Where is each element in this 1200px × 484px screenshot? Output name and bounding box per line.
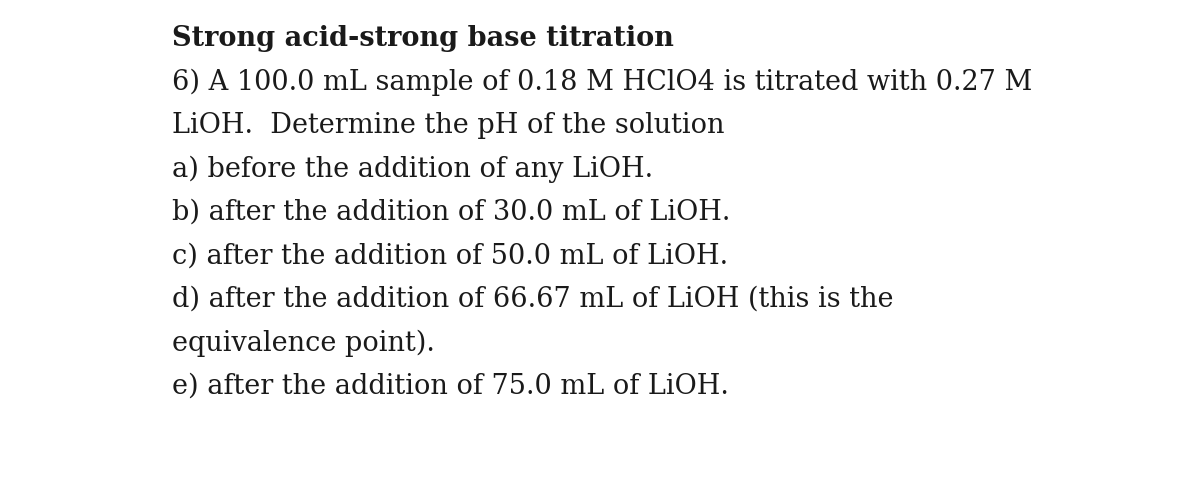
Text: a) before the addition of any LiOH.: a) before the addition of any LiOH. (172, 155, 653, 182)
Text: b) after the addition of 30.0 mL of LiOH.: b) after the addition of 30.0 mL of LiOH… (172, 198, 731, 226)
Text: c) after the addition of 50.0 mL of LiOH.: c) after the addition of 50.0 mL of LiOH… (172, 242, 728, 269)
Text: LiOH.  Determine the pH of the solution: LiOH. Determine the pH of the solution (172, 112, 725, 139)
Text: 6) A 100.0 mL sample of 0.18 M HClO4 is titrated with 0.27 M: 6) A 100.0 mL sample of 0.18 M HClO4 is … (172, 68, 1032, 96)
Text: d) after the addition of 66.67 mL of LiOH (this is the: d) after the addition of 66.67 mL of LiO… (172, 286, 894, 312)
Text: equivalence point).: equivalence point). (172, 329, 434, 356)
Text: Strong acid-strong base titration: Strong acid-strong base titration (172, 25, 674, 52)
Text: e) after the addition of 75.0 mL of LiOH.: e) after the addition of 75.0 mL of LiOH… (172, 372, 728, 399)
